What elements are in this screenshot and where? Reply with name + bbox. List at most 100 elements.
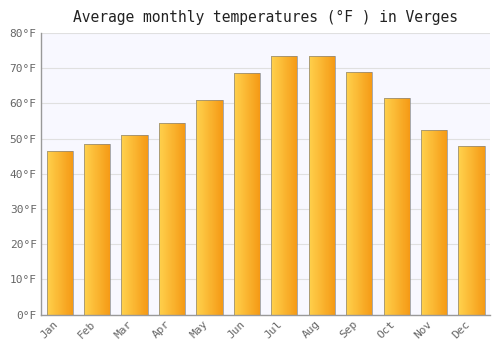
Bar bbox=[309, 56, 310, 315]
Bar bbox=[396, 98, 398, 315]
Bar bbox=[393, 98, 394, 315]
Bar bbox=[69, 151, 70, 315]
Bar bbox=[312, 56, 313, 315]
Bar bbox=[321, 56, 322, 315]
Bar bbox=[125, 135, 126, 315]
Bar bbox=[278, 56, 279, 315]
Bar bbox=[221, 100, 222, 315]
Bar bbox=[401, 98, 402, 315]
Bar bbox=[220, 100, 221, 315]
Bar bbox=[100, 144, 101, 315]
Bar bbox=[426, 130, 427, 315]
Bar bbox=[213, 100, 214, 315]
Bar bbox=[102, 144, 103, 315]
Bar bbox=[106, 144, 107, 315]
Bar bbox=[243, 74, 244, 315]
Bar bbox=[482, 146, 483, 315]
Bar bbox=[57, 151, 58, 315]
Bar bbox=[242, 74, 244, 315]
Bar bbox=[461, 146, 462, 315]
Bar bbox=[389, 98, 390, 315]
Bar bbox=[354, 72, 355, 315]
Bar bbox=[470, 146, 471, 315]
Bar bbox=[254, 74, 256, 315]
Bar bbox=[162, 123, 163, 315]
Bar bbox=[175, 123, 176, 315]
Bar bbox=[137, 135, 138, 315]
Bar bbox=[287, 56, 288, 315]
Bar bbox=[483, 146, 484, 315]
Bar bbox=[365, 72, 366, 315]
Bar bbox=[464, 146, 466, 315]
Bar bbox=[53, 151, 54, 315]
Bar bbox=[196, 100, 197, 315]
Bar bbox=[281, 56, 282, 315]
Bar bbox=[290, 56, 291, 315]
Bar bbox=[271, 56, 272, 315]
Bar bbox=[204, 100, 205, 315]
Bar bbox=[87, 144, 88, 315]
Bar bbox=[320, 56, 322, 315]
Bar bbox=[329, 56, 330, 315]
Bar bbox=[248, 74, 249, 315]
Bar bbox=[48, 151, 49, 315]
Bar bbox=[421, 130, 422, 315]
Bar bbox=[424, 130, 426, 315]
Bar bbox=[159, 123, 185, 315]
Bar bbox=[208, 100, 209, 315]
Bar bbox=[434, 130, 435, 315]
Bar bbox=[214, 100, 216, 315]
Bar bbox=[182, 123, 183, 315]
Bar bbox=[480, 146, 481, 315]
Bar bbox=[202, 100, 203, 315]
Bar bbox=[441, 130, 442, 315]
Bar bbox=[403, 98, 404, 315]
Bar bbox=[58, 151, 59, 315]
Bar bbox=[370, 72, 372, 315]
Bar bbox=[308, 56, 309, 315]
Bar bbox=[244, 74, 245, 315]
Bar bbox=[205, 100, 206, 315]
Bar bbox=[276, 56, 277, 315]
Title: Average monthly temperatures (°F ) in Verges: Average monthly temperatures (°F ) in Ve… bbox=[73, 10, 458, 25]
Bar bbox=[177, 123, 178, 315]
Bar bbox=[444, 130, 445, 315]
Bar bbox=[430, 130, 431, 315]
Bar bbox=[172, 123, 173, 315]
Bar bbox=[363, 72, 364, 315]
Bar bbox=[352, 72, 353, 315]
Bar bbox=[395, 98, 396, 315]
Bar bbox=[56, 151, 57, 315]
Bar bbox=[253, 74, 254, 315]
Bar bbox=[239, 74, 240, 315]
Bar bbox=[320, 56, 321, 315]
Bar bbox=[481, 146, 482, 315]
Bar bbox=[293, 56, 294, 315]
Bar bbox=[473, 146, 474, 315]
Bar bbox=[240, 74, 241, 315]
Bar bbox=[176, 123, 178, 315]
Bar bbox=[467, 146, 468, 315]
Bar bbox=[105, 144, 106, 315]
Bar bbox=[255, 74, 256, 315]
Bar bbox=[471, 146, 472, 315]
Bar bbox=[204, 100, 206, 315]
Bar bbox=[241, 74, 242, 315]
Bar bbox=[178, 123, 179, 315]
Bar bbox=[207, 100, 208, 315]
Bar bbox=[460, 146, 461, 315]
Bar bbox=[436, 130, 438, 315]
Bar bbox=[385, 98, 386, 315]
Bar bbox=[351, 72, 352, 315]
Bar bbox=[282, 56, 284, 315]
Bar bbox=[289, 56, 290, 315]
Bar bbox=[100, 144, 102, 315]
Bar bbox=[171, 123, 172, 315]
Bar bbox=[165, 123, 166, 315]
Bar bbox=[164, 123, 165, 315]
Bar bbox=[147, 135, 148, 315]
Bar bbox=[183, 123, 184, 315]
Bar bbox=[445, 130, 446, 315]
Bar bbox=[435, 130, 436, 315]
Bar bbox=[462, 146, 463, 315]
